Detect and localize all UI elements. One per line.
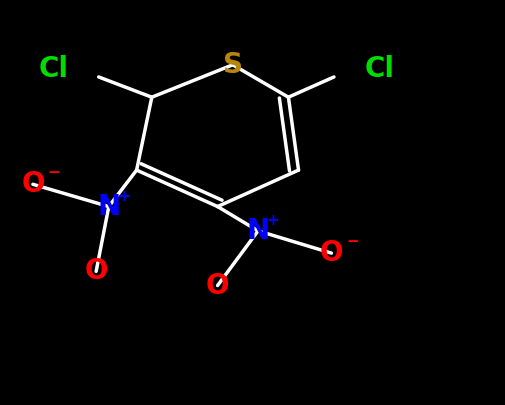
Text: +: + (117, 188, 130, 204)
Text: O: O (21, 170, 44, 198)
Text: Cl: Cl (38, 55, 68, 83)
Text: +: + (266, 213, 279, 228)
Text: O: O (319, 239, 342, 267)
Text: −: − (47, 165, 61, 181)
Text: Cl: Cl (364, 55, 394, 83)
Text: N: N (97, 192, 120, 221)
Text: S: S (222, 51, 242, 79)
Text: N: N (246, 217, 269, 245)
Text: O: O (206, 271, 229, 300)
Text: O: O (84, 257, 108, 286)
Text: −: − (345, 234, 359, 249)
